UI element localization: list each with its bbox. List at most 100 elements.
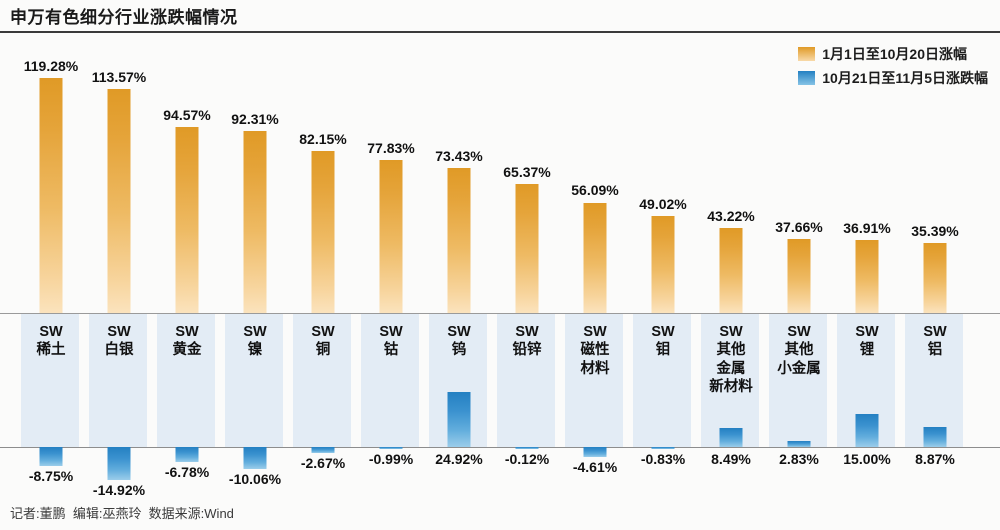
blue-bar-value-label: -2.67% bbox=[300, 454, 346, 471]
category-label: SW 铝 bbox=[923, 324, 947, 359]
band-cell bbox=[633, 313, 691, 447]
blue-bar[interactable] bbox=[107, 447, 131, 480]
orange-bar[interactable] bbox=[311, 151, 335, 313]
orange-bar[interactable] bbox=[515, 184, 539, 313]
category-label: SW 镍 bbox=[243, 324, 267, 359]
bar-column[interactable]: 119.28% SW 稀土 -8.75% bbox=[17, 33, 85, 495]
orange-bar[interactable] bbox=[447, 168, 471, 313]
legend-label-blue: 10月21日至11月5日涨跌幅 bbox=[822, 70, 988, 86]
orange-swatch-icon bbox=[798, 47, 816, 61]
blue-bar[interactable] bbox=[243, 447, 267, 470]
blue-bar-value-label: -4.61% bbox=[572, 459, 618, 476]
orange-bar-value-label: 94.57% bbox=[163, 106, 211, 123]
orange-bar[interactable] bbox=[583, 202, 607, 313]
blue-bar-value-label: 8.49% bbox=[711, 451, 751, 467]
blue-bar[interactable] bbox=[311, 447, 335, 453]
blue-bar[interactable] bbox=[583, 447, 607, 458]
orange-bar[interactable] bbox=[39, 78, 63, 313]
bar-column[interactable]: 73.43% SW 钨 24.92% bbox=[425, 33, 493, 495]
bar-column[interactable]: 36.91% SW 锂 15.00% bbox=[833, 33, 901, 495]
blue-bar[interactable] bbox=[39, 447, 63, 467]
category-label: SW 铜 bbox=[311, 324, 335, 359]
orange-bar-value-label: 65.37% bbox=[503, 164, 551, 181]
orange-bar[interactable] bbox=[855, 240, 879, 313]
blue-bar-value-label: -10.06% bbox=[228, 471, 282, 488]
blue-bar[interactable] bbox=[651, 447, 675, 449]
blue-bar[interactable] bbox=[719, 428, 743, 447]
orange-bar[interactable] bbox=[379, 159, 403, 313]
orange-bar-value-label: 35.39% bbox=[911, 223, 959, 240]
orange-bar-value-label: 113.57% bbox=[91, 69, 147, 86]
bar-column[interactable]: 92.31% SW 镍 -10.06% bbox=[221, 33, 289, 495]
page-title: 申万有色细分行业涨跌幅情况 bbox=[10, 8, 238, 27]
blue-bar[interactable] bbox=[923, 427, 947, 447]
title-bar: 申万有色细分行业涨跌幅情况 bbox=[0, 0, 1000, 31]
blue-bar[interactable] bbox=[515, 447, 539, 449]
bar-column[interactable]: 43.22% SW 其他 金属 新材料 8.49% bbox=[697, 33, 765, 495]
category-label: SW 稀土 bbox=[36, 324, 66, 359]
orange-bar-value-label: 77.83% bbox=[367, 139, 415, 156]
orange-bar-value-label: 92.31% bbox=[231, 111, 279, 128]
bar-column[interactable]: 82.15% SW 铜 -2.67% bbox=[289, 33, 357, 495]
bar-column[interactable]: 37.66% SW 其他 小金属 2.83% bbox=[765, 33, 833, 495]
blue-swatch-icon bbox=[798, 71, 816, 85]
bar-column[interactable]: 49.02% SW 钼 -0.83% bbox=[629, 33, 697, 495]
orange-bar-value-label: 43.22% bbox=[707, 207, 755, 224]
bar-column[interactable]: 35.39% SW 铝 8.87% bbox=[901, 33, 969, 495]
blue-bar-value-label: -0.12% bbox=[504, 451, 550, 467]
band-cell bbox=[225, 313, 283, 447]
band-cell bbox=[21, 313, 79, 447]
chart-legend: 1月1日至10月20日涨幅 10月21日至11月5日涨跌幅 bbox=[798, 44, 988, 88]
band-cell bbox=[157, 313, 215, 447]
blue-bar-value-label: 2.83% bbox=[779, 451, 819, 467]
category-label: SW 钨 bbox=[447, 324, 471, 359]
orange-bar[interactable] bbox=[787, 238, 811, 313]
orange-bar[interactable] bbox=[651, 216, 675, 313]
legend-label-orange: 1月1日至10月20日涨幅 bbox=[822, 46, 967, 62]
category-label: SW 铅锌 bbox=[512, 324, 542, 359]
orange-bar[interactable] bbox=[107, 89, 131, 313]
category-label: SW 锂 bbox=[855, 324, 879, 359]
category-label: SW 其他 小金属 bbox=[777, 324, 821, 377]
orange-bar[interactable] bbox=[175, 126, 199, 313]
band-top-line bbox=[0, 313, 1000, 314]
orange-bar-value-label: 119.28% bbox=[23, 58, 79, 74]
blue-bar[interactable] bbox=[379, 447, 403, 450]
blue-bar[interactable] bbox=[787, 440, 811, 447]
orange-bar-value-label: 37.66% bbox=[775, 218, 823, 235]
blue-bar-value-label: 24.92% bbox=[435, 451, 483, 467]
blue-bar-value-label: -6.78% bbox=[164, 463, 210, 480]
blue-bar-value-label: -0.83% bbox=[640, 451, 686, 467]
bar-column[interactable]: 65.37% SW 铅锌 -0.12% bbox=[493, 33, 561, 495]
band-cell bbox=[701, 313, 759, 447]
bar-column[interactable]: 77.83% SW 钴 -0.99% bbox=[357, 33, 425, 495]
category-label-band bbox=[0, 313, 1000, 447]
band-cell bbox=[89, 313, 147, 447]
orange-bar[interactable] bbox=[719, 227, 743, 313]
blue-bar-value-label: -8.75% bbox=[28, 468, 74, 485]
orange-bar-value-label: 82.15% bbox=[299, 131, 347, 148]
category-label: SW 其他 金属 新材料 bbox=[709, 324, 753, 395]
blue-bar[interactable] bbox=[175, 447, 199, 462]
band-cell bbox=[361, 313, 419, 447]
bar-column[interactable]: 56.09% SW 磁性 材料 -4.61% bbox=[561, 33, 629, 495]
legend-item-orange: 1月1日至10月20日涨幅 bbox=[798, 44, 988, 64]
category-label: SW 钴 bbox=[379, 324, 403, 359]
orange-bar-value-label: 36.91% bbox=[843, 220, 891, 237]
zero-axis-line bbox=[0, 447, 1000, 448]
category-label: SW 钼 bbox=[651, 324, 675, 359]
orange-bar[interactable] bbox=[243, 131, 267, 313]
bar-column[interactable]: 113.57% SW 白银 -14.92% bbox=[85, 33, 153, 498]
legend-item-blue: 10月21日至11月5日涨跌幅 bbox=[798, 68, 988, 88]
title-divider bbox=[0, 31, 1000, 33]
blue-bar-value-label: -0.99% bbox=[368, 451, 414, 468]
chart-plot-area: 119.28% SW 稀土 -8.75% 113.57% SW 白银 -14.92% 94.57… bbox=[0, 33, 1000, 498]
category-label: SW 白银 bbox=[104, 324, 134, 359]
blue-bar[interactable] bbox=[855, 413, 879, 447]
band-cell bbox=[769, 313, 827, 447]
blue-bar[interactable] bbox=[447, 391, 471, 447]
band-cell bbox=[565, 313, 623, 447]
bar-column[interactable]: 94.57% SW 黄金 -6.78% bbox=[153, 33, 221, 495]
orange-bar[interactable] bbox=[923, 243, 947, 313]
category-label: SW 磁性 材料 bbox=[580, 324, 610, 377]
